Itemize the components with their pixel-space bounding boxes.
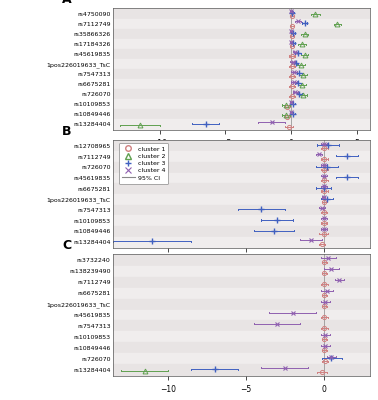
Bar bbox=[113, 194, 370, 205]
Text: A: A bbox=[62, 0, 71, 6]
Bar bbox=[113, 8, 370, 18]
Bar bbox=[113, 18, 370, 29]
Bar bbox=[113, 162, 370, 173]
Bar bbox=[113, 183, 370, 194]
Bar bbox=[113, 49, 370, 59]
Text: C: C bbox=[62, 238, 71, 252]
Text: B: B bbox=[62, 125, 71, 138]
Bar bbox=[113, 151, 370, 162]
Bar bbox=[113, 205, 370, 215]
Legend: cluster 1, cluster 2, cluster 3, cluster 4, 95% CI: cluster 1, cluster 2, cluster 3, cluster… bbox=[119, 143, 169, 184]
Bar bbox=[113, 89, 370, 99]
Bar bbox=[113, 254, 370, 266]
Bar bbox=[113, 109, 370, 120]
Bar bbox=[113, 29, 370, 39]
Bar bbox=[113, 79, 370, 89]
Bar bbox=[113, 39, 370, 49]
Bar bbox=[113, 298, 370, 310]
Bar bbox=[113, 342, 370, 354]
Bar bbox=[113, 320, 370, 332]
Bar bbox=[113, 364, 370, 376]
Bar bbox=[113, 215, 370, 226]
Bar bbox=[113, 173, 370, 183]
Bar bbox=[113, 120, 370, 130]
Bar bbox=[113, 310, 370, 320]
Bar bbox=[113, 276, 370, 288]
Bar bbox=[113, 59, 370, 69]
Bar bbox=[113, 99, 370, 109]
Bar bbox=[113, 226, 370, 237]
Bar bbox=[113, 140, 370, 151]
Bar bbox=[113, 332, 370, 342]
Bar bbox=[113, 288, 370, 298]
Bar bbox=[113, 354, 370, 364]
Bar bbox=[113, 69, 370, 79]
Bar bbox=[113, 266, 370, 276]
Bar bbox=[113, 237, 370, 248]
